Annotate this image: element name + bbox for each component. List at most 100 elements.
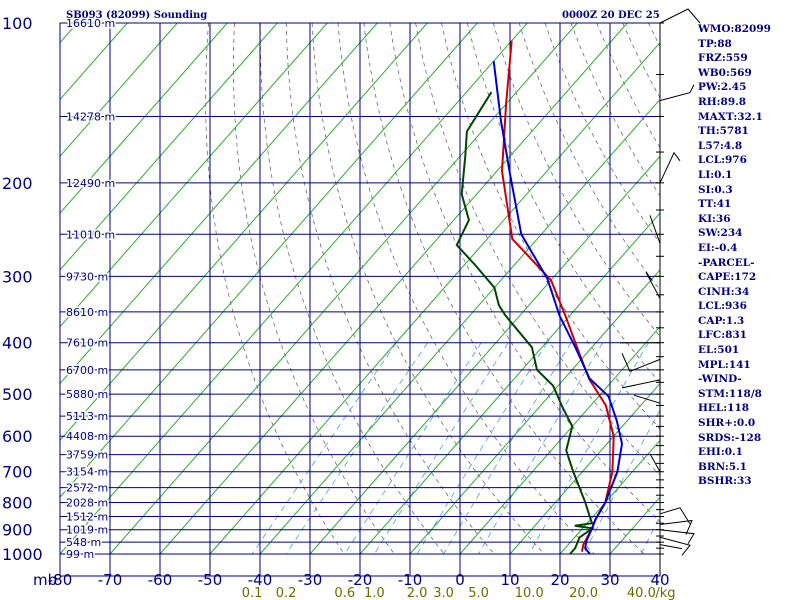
temp-tick-label: -80 xyxy=(48,571,73,589)
isotherm-line xyxy=(309,155,660,555)
stat-item: EL:501 xyxy=(698,344,740,357)
stat-item: STM:118/8 xyxy=(698,387,762,400)
stat-item: LFC:831 xyxy=(698,329,747,342)
temp-tick-label: -70 xyxy=(98,571,123,589)
stat-item: PW:2.45 xyxy=(698,81,747,94)
stat-item: EHI:0.1 xyxy=(698,446,743,459)
stat-item: CINH:34 xyxy=(698,285,750,298)
station-title: SB093 (82099) Sounding xyxy=(66,10,208,21)
stat-item: L57:4.8 xyxy=(698,139,743,152)
stat-item: MAXT:32.1 xyxy=(698,110,763,123)
pressure-tick-label: 900 xyxy=(2,521,33,540)
stat-item: WMO:82099 xyxy=(698,23,771,35)
series-line-temperature xyxy=(500,40,615,552)
stat-item: LI:0.1 xyxy=(698,168,733,181)
temp-tick-label: -30 xyxy=(298,571,323,589)
temp-tick-label: 10 xyxy=(500,571,519,589)
isotherm-line xyxy=(209,41,660,555)
temp-tick-label: 20 xyxy=(550,571,569,589)
height-label: 4408 m xyxy=(66,430,108,443)
stat-item: CAP:1.3 xyxy=(698,314,745,327)
mixing-ratio-label: 3.0 xyxy=(433,586,454,600)
height-label: 5113 m xyxy=(66,410,108,423)
isotherm-line xyxy=(60,23,278,271)
height-label: 7610 m xyxy=(66,337,108,350)
stat-item: TP:88 xyxy=(698,37,732,50)
temp-tick-label: -50 xyxy=(198,571,223,589)
height-label: 548 m xyxy=(66,536,101,549)
temp-tick-label: 0 xyxy=(455,571,465,589)
dry-adiabat xyxy=(337,23,595,555)
pressure-tick-label: 800 xyxy=(2,494,33,513)
height-label: 3759 m xyxy=(66,449,108,462)
wind-profile xyxy=(620,8,701,576)
mixing-ratio-line xyxy=(285,342,428,555)
isotherm-line xyxy=(359,212,660,555)
stat-item: HEL:118 xyxy=(698,402,750,415)
height-label: 5880 m xyxy=(66,388,108,401)
mixing-ratio-label: 0.2 xyxy=(276,586,297,600)
wind-barb xyxy=(621,353,661,373)
stat-item: EI:-0.4 xyxy=(698,241,738,254)
height-label: 14278 m xyxy=(66,111,115,124)
stat-item: CAPE:172 xyxy=(698,271,757,284)
mixing-ratio-label: 1.0 xyxy=(364,586,385,600)
height-label: 2572 m xyxy=(66,482,108,495)
height-label: 6700 m xyxy=(66,364,108,377)
isotherm-line xyxy=(60,23,478,498)
height-label: 3154 m xyxy=(66,466,108,479)
height-label: 2028 m xyxy=(66,497,108,510)
height-label: 9730 m xyxy=(66,270,108,283)
stats-panel: WMO:82099 TP:88 FRZ:559 WB0:569 PW:2.45 RH:89… xyxy=(698,22,771,489)
wind-barb xyxy=(659,84,695,102)
mixing-ratio-line xyxy=(416,342,548,555)
wind-barb xyxy=(659,536,691,556)
stat-item: BRN:5.1 xyxy=(698,460,747,473)
pressure-tick-label: 500 xyxy=(2,385,33,404)
isotherm-line xyxy=(159,23,628,555)
height-label: 1019 m xyxy=(66,524,108,537)
pressure-tick-label: 300 xyxy=(2,267,33,286)
isotherm-line xyxy=(60,23,178,158)
mixing-ratio-label: 40.0 xyxy=(627,586,656,600)
wind-barb xyxy=(645,272,661,299)
mixing-ratio-label: 20.0 xyxy=(569,586,598,600)
height-label: 11010 m xyxy=(66,228,115,241)
valid-time: 0000Z 20 DEC 25 xyxy=(562,10,660,21)
stat-item: KI:36 xyxy=(698,212,731,225)
wind-barb xyxy=(659,8,701,24)
dry-adiabat xyxy=(259,23,445,555)
height-label: 99 m xyxy=(66,548,94,561)
mixing-ratio-line xyxy=(443,342,572,555)
height-label: 16610 m xyxy=(66,17,115,30)
isotherm-line xyxy=(60,23,428,442)
wind-barb xyxy=(649,453,661,472)
stat-item: FRZ:559 xyxy=(698,52,748,65)
isotherm-line xyxy=(509,382,660,555)
isotherm-line xyxy=(60,23,378,385)
temp-tick-label: 40 xyxy=(650,571,669,589)
stat-item: RH:89.8 xyxy=(698,95,747,108)
mixing-ratio-label: 10.0 xyxy=(515,586,544,600)
mixing-ratio-unit: /kg xyxy=(655,586,675,600)
pressure-tick-label: 100 xyxy=(2,14,33,33)
stat-item: -WIND- xyxy=(698,373,742,386)
stat-item: SRDS:-128 xyxy=(698,431,762,444)
mixing-ratio-label: 0.6 xyxy=(334,586,355,600)
pressure-tick-label: 1000 xyxy=(2,545,43,564)
stat-item: SW:234 xyxy=(698,227,743,240)
wind-barb xyxy=(649,215,661,244)
isotherm-line xyxy=(60,23,328,328)
stat-item: BSHR:33 xyxy=(698,475,752,488)
axis-unit-label: mb xyxy=(33,571,57,589)
height-label: 8610 m xyxy=(66,306,108,319)
temp-tick-label: -20 xyxy=(348,571,373,589)
isotherm-line xyxy=(459,325,660,555)
isotherm-line xyxy=(559,439,660,555)
mixing-ratio-label: 0.1 xyxy=(242,586,263,600)
temp-tick-label: -40 xyxy=(248,571,273,589)
stat-item: TH:5781 xyxy=(698,125,749,138)
isotherm-line xyxy=(60,23,228,214)
